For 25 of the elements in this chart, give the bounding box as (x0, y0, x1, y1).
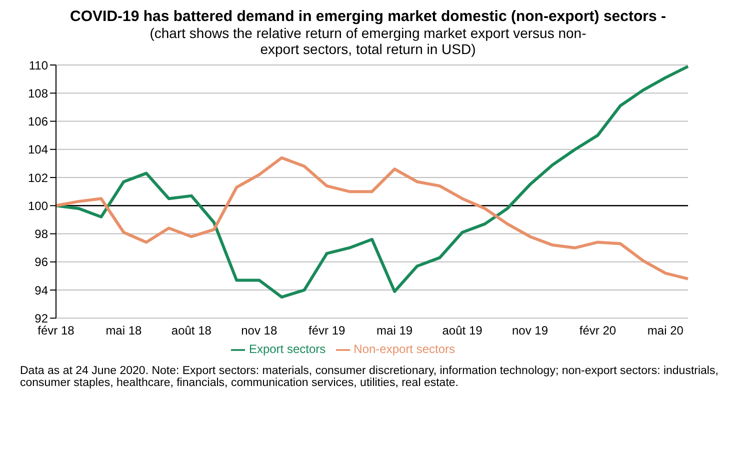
x-tick-label: févr 18 (38, 324, 75, 338)
x-tick-label: nov 19 (512, 324, 548, 338)
y-tick-label: 94 (34, 283, 48, 298)
y-tick-label: 102 (28, 170, 48, 185)
y-tick-label: 98 (34, 227, 48, 242)
x-tick-label: mai 19 (376, 324, 413, 338)
y-tick-label: 106 (28, 114, 48, 129)
x-tick-label: août 18 (171, 324, 212, 338)
x-tick-label: août 19 (442, 324, 483, 338)
y-tick-label: 104 (28, 142, 48, 157)
y-tick-label: 96 (34, 255, 48, 270)
legend-label: Non-export sectors (354, 342, 456, 356)
x-tick-label: févr 20 (579, 324, 616, 338)
x-tick-label: févr 19 (308, 324, 346, 338)
text: Data as at 24 June 2020. Note: Export sectors: materials, consumer discretionary, information technology; non-export sectors: industrials, consumer staples, healthcare, financials, communication services, utilities, real estate. (20, 365, 720, 389)
y-tick-label: 92 (34, 311, 48, 326)
y-tick-label: 100 (28, 198, 48, 213)
y-tick-label: 108 (28, 86, 48, 100)
chart-subtitle: (chart shows the relative return of emerging market export versus non-export sectors, total return in USD) (148, 25, 588, 57)
x-tick-label: mai 20 (647, 324, 684, 338)
y-tick-label: 110 (28, 58, 48, 72)
x-tick-label: nov 18 (241, 324, 278, 338)
chart-title: COVID-19 has battered demand in emerging market domestic (non-export) sectors - (69, 8, 667, 25)
legend-label: Export sectors (248, 342, 326, 356)
x-tick-label: mai 18 (106, 324, 142, 338)
